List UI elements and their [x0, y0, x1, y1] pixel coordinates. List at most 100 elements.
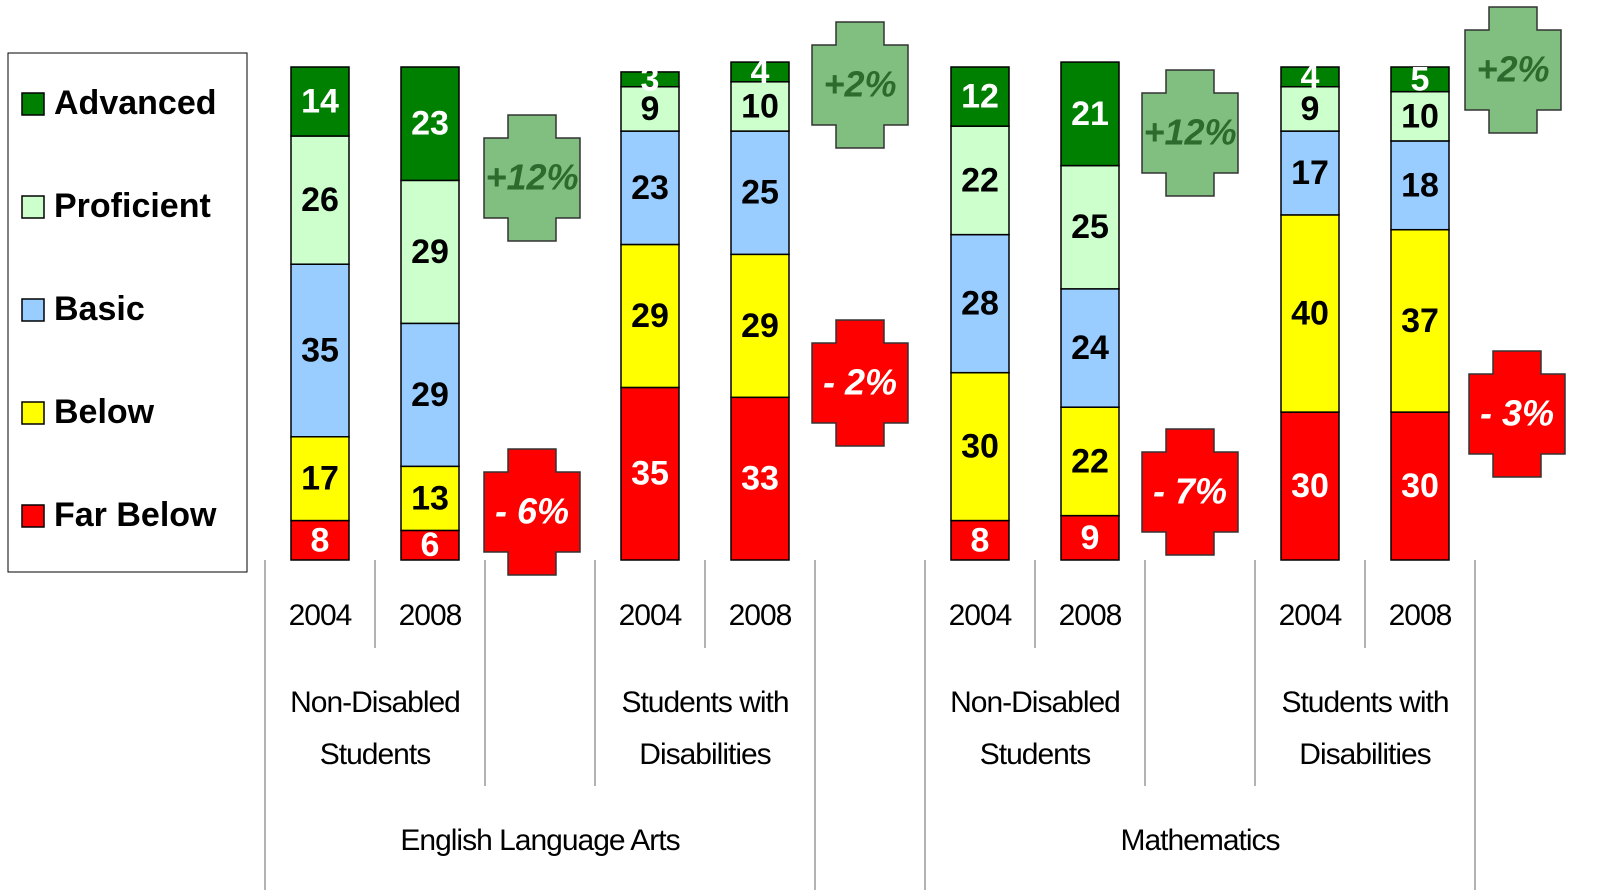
annotation-text: - 6% [495, 491, 569, 532]
value-label: 40 [1291, 294, 1329, 332]
x-tick-label: 2008 [1059, 599, 1122, 632]
annotation-shape [811, 319, 909, 447]
x-tick-label: 2008 [399, 599, 462, 632]
annotation-shape [811, 21, 909, 149]
value-label: 30 [961, 428, 999, 466]
value-label: 22 [961, 161, 999, 199]
annotation-text: - 7% [1153, 471, 1227, 512]
value-label: 30 [1401, 467, 1439, 505]
value-label: 4 [751, 53, 770, 91]
value-label: 14 [301, 82, 339, 120]
annotation-text: +12% [485, 157, 578, 198]
annotation-text: - 3% [1480, 393, 1554, 434]
value-label: 33 [741, 460, 779, 498]
bar-segment [1060, 514, 1120, 561]
annotation-text: +2% [823, 64, 896, 105]
annotation-shape [1464, 6, 1562, 134]
group-label: Non-Disabled Students [950, 686, 1121, 771]
value-label: 29 [741, 307, 779, 345]
legend-swatch [21, 504, 45, 528]
bar-segment [400, 465, 460, 532]
value-label: 29 [411, 233, 449, 271]
value-label: 13 [411, 479, 449, 517]
bar-segment [1280, 214, 1340, 413]
bar-segment [400, 66, 460, 182]
bar-segment [400, 322, 460, 468]
bar-segment [1390, 140, 1450, 231]
bar-segment [1390, 411, 1450, 561]
bar-segment [400, 529, 460, 561]
value-label: 17 [1291, 154, 1329, 192]
group-label: Non-Disabled Students [290, 686, 461, 771]
legend-swatch [21, 298, 45, 322]
subject-label: English Language Arts [400, 824, 679, 857]
legend-label: Basic [54, 290, 145, 328]
value-label: 29 [631, 297, 669, 335]
bar-segment [1060, 288, 1120, 408]
value-label: 5 [1411, 60, 1430, 98]
group-label: Students with Disabilities [621, 686, 789, 771]
bar-segment [1280, 66, 1340, 88]
x-tick-label: 2004 [289, 599, 352, 632]
value-label: 10 [741, 87, 779, 125]
legend-swatch [21, 92, 45, 116]
value-label: 8 [311, 521, 330, 559]
bar-segment [950, 519, 1010, 561]
value-label: 18 [1401, 166, 1439, 204]
annotation-shape [1141, 428, 1239, 556]
annotation-text: - 2% [823, 362, 897, 403]
x-tick-label: 2008 [729, 599, 792, 632]
x-tick-label: 2004 [949, 599, 1012, 632]
value-label: 3 [641, 60, 660, 98]
bar-segment [620, 71, 680, 88]
annotation-shape [483, 448, 581, 576]
legend-label: Far Below [54, 496, 217, 534]
bar-segment [1390, 90, 1450, 142]
value-label: 6 [421, 526, 440, 564]
bar-segment [950, 233, 1010, 374]
value-label: 25 [1071, 208, 1109, 246]
value-label: 26 [301, 181, 339, 219]
bar-segment [730, 61, 790, 83]
legend-box [7, 52, 248, 573]
value-label: 21 [1071, 95, 1109, 133]
bar-segment [1060, 406, 1120, 517]
value-label: 4 [1301, 58, 1320, 96]
value-label: 17 [301, 460, 339, 498]
value-label: 9 [641, 90, 660, 128]
legend-swatch [21, 401, 45, 425]
value-label: 35 [301, 331, 339, 369]
value-label: 35 [631, 455, 669, 493]
bar-segment [1280, 411, 1340, 561]
bar-segment [620, 386, 680, 561]
legend-label: Advanced [54, 84, 217, 122]
legend-label: Proficient [54, 187, 211, 225]
value-label: 9 [1301, 90, 1320, 128]
x-tick-label: 2008 [1389, 599, 1452, 632]
bar-segment [1390, 66, 1450, 93]
legend-swatch [21, 195, 45, 219]
value-label: 28 [961, 285, 999, 323]
bar-segment [1060, 61, 1120, 167]
value-label: 9 [1081, 519, 1100, 557]
bar-segment [620, 130, 680, 246]
value-label: 23 [411, 105, 449, 143]
bar-segment [620, 85, 680, 132]
value-label: 37 [1401, 302, 1439, 340]
bar-segment [1390, 228, 1450, 413]
annotation-shape [1468, 350, 1566, 478]
annotation-text: +12% [1143, 112, 1236, 153]
value-label: 30 [1291, 467, 1329, 505]
value-label: 8 [971, 521, 990, 559]
bar-segment [950, 66, 1010, 127]
value-label: 22 [1071, 442, 1109, 480]
legend-label: Below [54, 393, 155, 431]
bar-segment [730, 253, 790, 399]
annotation-shape [1141, 69, 1239, 197]
annotation-text: +2% [1476, 49, 1549, 90]
x-tick-label: 2004 [619, 599, 682, 632]
value-label: 23 [631, 169, 669, 207]
value-label: 24 [1071, 329, 1109, 367]
